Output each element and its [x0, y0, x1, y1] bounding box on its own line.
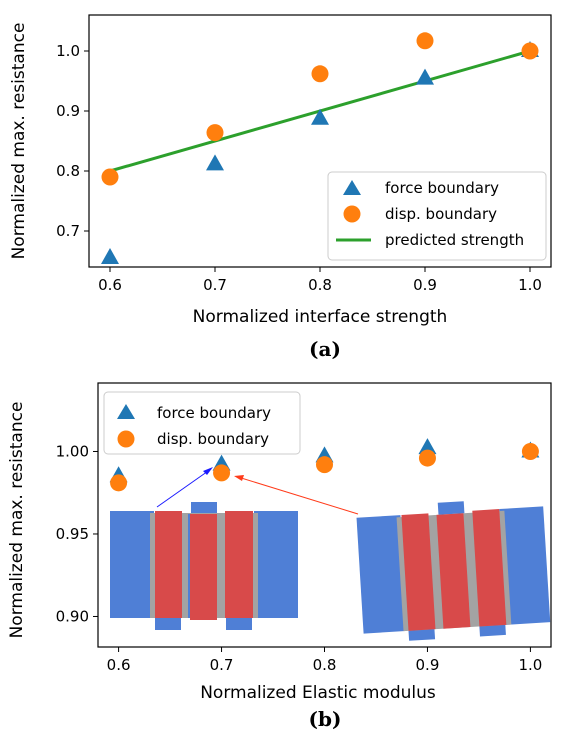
panel-a-legend-force-marker	[343, 180, 361, 195]
inset-left-block-red-1	[155, 511, 182, 618]
disp-boundary-point	[101, 168, 119, 186]
force-boundary-point	[101, 248, 119, 264]
x-tick-label: 0.9	[416, 656, 440, 674]
panel-b-x-ticks: 0.6 0.7 0.8 0.9 1.0	[107, 647, 542, 674]
panel-a: 0.6 0.7 0.8 0.9 1.0 0.7 0.8 0.9 1.0 Normalized …	[9, 14, 552, 361]
inset-left-block-blue-right	[254, 511, 298, 618]
inset-right-block-blue-left	[356, 515, 408, 634]
panel-b-label: (b)	[309, 707, 342, 731]
panel-b-legend-box	[103, 391, 301, 455]
panel-b-legend-disp-label: disp. boundary	[157, 430, 269, 448]
inset-arrows	[156, 467, 359, 515]
inset-left-block-bottom-tab-1	[155, 616, 181, 630]
force-boundary-point	[206, 154, 224, 171]
inset-illustration-tilted	[356, 501, 551, 641]
panel-a-legend-force-label: force boundary	[385, 179, 499, 197]
panel-b-x-axis-title: Normalized Elastic modulus	[200, 683, 436, 703]
y-tick-label: 0.90	[56, 607, 89, 625]
inset-right-block-red-2	[436, 513, 471, 629]
inset-right-block-bottom-tab-2	[479, 622, 506, 637]
panel-a-legend-box	[327, 171, 547, 261]
inset-right-block-red-1	[401, 513, 436, 631]
x-tick-label: 0.8	[313, 656, 337, 674]
inset-left-block-red-3	[225, 511, 253, 618]
x-tick-label: 0.7	[203, 276, 227, 294]
panel-b-legend-disp-marker	[117, 430, 135, 448]
arrow-to-left-inset	[156, 468, 212, 508]
inset-left-block-blue-left	[110, 511, 154, 618]
arrow-to-left-inset-head	[203, 467, 213, 475]
inset-right-block-red-3	[472, 509, 507, 627]
inset-right-block-top-tab	[437, 501, 465, 515]
x-tick-label: 0.7	[210, 656, 234, 674]
disp-boundary-point	[418, 449, 436, 467]
x-tick-label: 0.8	[308, 276, 332, 294]
inset-left-block-top-tab	[191, 502, 217, 514]
panel-b-y-ticks: 0.90 0.95 1.00	[56, 442, 98, 625]
disp-boundary-point	[110, 474, 128, 492]
disp-boundary-point	[213, 464, 231, 482]
x-tick-label: 1.0	[518, 656, 542, 674]
panel-b: 0.6 0.7 0.8 0.9 1.0 0.90 0.95 1.00	[7, 382, 552, 731]
panel-a-y-axis-title: Normalized max. resistance	[9, 23, 29, 260]
panel-a-legend-line-label: predicted strength	[385, 231, 524, 249]
inset-right-block-bottom-tab-1	[408, 627, 436, 641]
y-tick-label: 0.9	[56, 102, 80, 120]
disp-boundary-point	[206, 124, 224, 142]
y-tick-label: 0.7	[56, 222, 80, 240]
panel-a-y-ticks: 0.7 0.8 0.9 1.0	[56, 42, 89, 240]
y-tick-label: 0.95	[56, 525, 89, 543]
panel-a-legend: force boundary disp. boundary predicted …	[327, 171, 547, 261]
y-tick-label: 1.0	[56, 42, 80, 60]
arrow-to-right-inset-head	[234, 475, 244, 481]
panel-a-x-ticks: 0.6 0.7 0.8 0.9 1.0	[98, 267, 542, 294]
panel-a-legend-disp-marker	[343, 205, 361, 223]
force-boundary-point	[311, 108, 329, 125]
disp-boundary-point	[521, 42, 539, 60]
panel-b-y-axis-title: Normalized max. resistance	[7, 402, 27, 639]
x-tick-label: 0.6	[98, 276, 122, 294]
x-tick-label: 1.0	[518, 276, 542, 294]
y-tick-label: 1.00	[56, 442, 89, 460]
inset-left-block-red-2	[190, 514, 217, 620]
panel-a-legend-disp-label: disp. boundary	[385, 205, 497, 223]
panel-a-data	[101, 32, 539, 264]
arrow-to-right-inset	[237, 476, 359, 515]
panel-a-x-axis-title: Normalized interface strength	[193, 307, 448, 327]
x-tick-label: 0.6	[107, 656, 131, 674]
disp-boundary-point	[316, 456, 333, 474]
disp-boundary-point	[311, 65, 329, 83]
force-boundary-point	[416, 68, 434, 85]
panel-b-data	[109, 438, 540, 492]
inset-right-block-blue-right	[499, 506, 551, 625]
y-tick-label: 0.8	[56, 162, 80, 180]
panel-b-legend: force boundary disp. boundary	[103, 391, 301, 455]
x-tick-label: 0.9	[413, 276, 437, 294]
panel-a-label: (a)	[309, 337, 341, 361]
force-boundary-point	[418, 438, 437, 455]
panel-b-legend-force-marker	[117, 404, 135, 419]
disp-boundary-point	[521, 442, 539, 460]
inset-left-block-bottom-tab-2	[226, 616, 252, 630]
disp-boundary-point	[416, 32, 434, 50]
inset-illustration-straight	[110, 502, 298, 630]
panel-b-legend-force-label: force boundary	[157, 404, 271, 422]
